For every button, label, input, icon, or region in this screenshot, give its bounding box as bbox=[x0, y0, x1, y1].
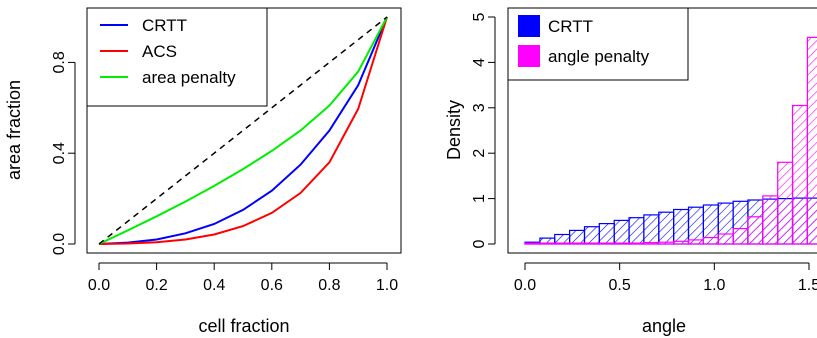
hist-bar-angle-penalty bbox=[717, 233, 734, 245]
right-x-tick-label: 0.0 bbox=[514, 277, 536, 294]
hist-bar-angle-penalty bbox=[658, 241, 675, 245]
hist-bar-crtt bbox=[628, 217, 645, 245]
left-y-tick-label: 0.0 bbox=[51, 233, 68, 255]
left-y-axis: 0.0 0.4 0.8 bbox=[51, 51, 76, 255]
hist-bar-angle-penalty bbox=[568, 242, 586, 245]
hist-bar-angle-penalty bbox=[791, 104, 808, 245]
hist-bar-crtt bbox=[658, 211, 675, 245]
right-x-tick-label: 1.5 bbox=[798, 277, 817, 294]
legend-swatch-angle-penalty bbox=[518, 45, 540, 67]
hist-bar-angle-penalty bbox=[539, 242, 556, 245]
left-x-tick-label: 0.6 bbox=[261, 277, 283, 294]
right-x-tick-label: 1.0 bbox=[703, 277, 725, 294]
right-x-axis: 0.0 0.5 1.0 1.5 bbox=[514, 262, 817, 294]
right-bars bbox=[524, 36, 817, 245]
hist-bar-angle-penalty bbox=[747, 216, 764, 245]
hist-bar-angle-penalty bbox=[613, 242, 630, 245]
hist-bar-angle-penalty bbox=[702, 237, 719, 245]
right-y-tick-label: 5 bbox=[471, 12, 488, 21]
hist-bar-angle-penalty bbox=[643, 242, 660, 245]
right-y-tick-label: 2 bbox=[471, 149, 488, 158]
curve-area-penalty bbox=[98, 16, 388, 245]
hist-bar-angle-penalty bbox=[762, 195, 779, 245]
hist-bar-angle-penalty bbox=[672, 240, 690, 245]
hist-bar-angle-penalty bbox=[628, 242, 645, 245]
hist-bar-angle-penalty bbox=[777, 161, 794, 245]
legend-swatch-crtt-hist bbox=[518, 15, 540, 37]
hist-bar-crtt bbox=[643, 214, 660, 245]
hist-bar-crtt bbox=[598, 223, 615, 245]
hist-bar-angle-penalty bbox=[554, 242, 571, 245]
hist-bar-crtt bbox=[583, 226, 600, 245]
left-plot: 0.0 0.2 0.4 0.6 0.8 1.0 0.0 0.4 0.8 cell fracti… bbox=[4, 7, 402, 336]
right-y-tick-label: 3 bbox=[471, 103, 488, 112]
legend-label-angle-penalty: angle penalty bbox=[548, 47, 650, 66]
right-plot: 0.0 0.5 1.0 1.5 0 1 2 3 4 5 angle Density CRTT a… bbox=[444, 7, 817, 336]
left-x-axis-label: cell fraction bbox=[198, 316, 289, 336]
right-y-tick-label: 4 bbox=[471, 58, 488, 67]
legend-label-crtt-hist: CRTT bbox=[548, 17, 593, 36]
left-curves bbox=[98, 16, 388, 245]
left-x-tick-label: 0.4 bbox=[203, 277, 225, 294]
hist-bar-crtt bbox=[687, 206, 704, 245]
legend-label-acs: ACS bbox=[142, 42, 177, 61]
left-y-tick-label: 0.4 bbox=[51, 142, 68, 164]
hist-bar-angle-penalty bbox=[687, 239, 704, 245]
hist-bar-angle-penalty bbox=[598, 242, 615, 245]
hist-bar-crtt bbox=[613, 219, 630, 245]
hist-bar-angle-penalty bbox=[732, 228, 749, 245]
legend-label-crtt: CRTT bbox=[142, 16, 187, 35]
right-x-axis-label: angle bbox=[642, 316, 686, 336]
left-x-tick-label: 1.0 bbox=[376, 277, 398, 294]
right-y-axis: 0 1 2 3 4 5 bbox=[471, 12, 496, 248]
hist-bar-crtt bbox=[568, 229, 586, 245]
left-x-tick-label: 0.2 bbox=[145, 277, 167, 294]
left-x-axis: 0.0 0.2 0.4 0.6 0.8 1.0 bbox=[88, 262, 398, 294]
left-x-tick-label: 0.0 bbox=[88, 277, 110, 294]
right-legend: CRTT angle penalty bbox=[507, 7, 689, 81]
right-y-tick-label: 0 bbox=[471, 239, 488, 248]
left-y-tick-label: 0.8 bbox=[51, 51, 68, 73]
curve-crtt bbox=[98, 16, 388, 245]
hist-bar-crtt bbox=[672, 208, 690, 245]
right-y-tick-label: 1 bbox=[471, 194, 488, 203]
right-x-tick-label: 0.5 bbox=[609, 277, 631, 294]
right-y-axis-label: Density bbox=[444, 100, 464, 160]
left-x-tick-label: 0.8 bbox=[318, 277, 340, 294]
left-y-axis-label: area fraction bbox=[4, 80, 24, 180]
left-legend: CRTT ACS area penalty bbox=[86, 7, 268, 107]
hist-bar-angle-penalty bbox=[806, 36, 817, 245]
hist-bar-angle-penalty bbox=[524, 242, 541, 245]
hist-bar-angle-penalty bbox=[583, 242, 600, 245]
legend-label-area-penalty: area penalty bbox=[142, 68, 236, 87]
curve-acs bbox=[98, 16, 388, 245]
